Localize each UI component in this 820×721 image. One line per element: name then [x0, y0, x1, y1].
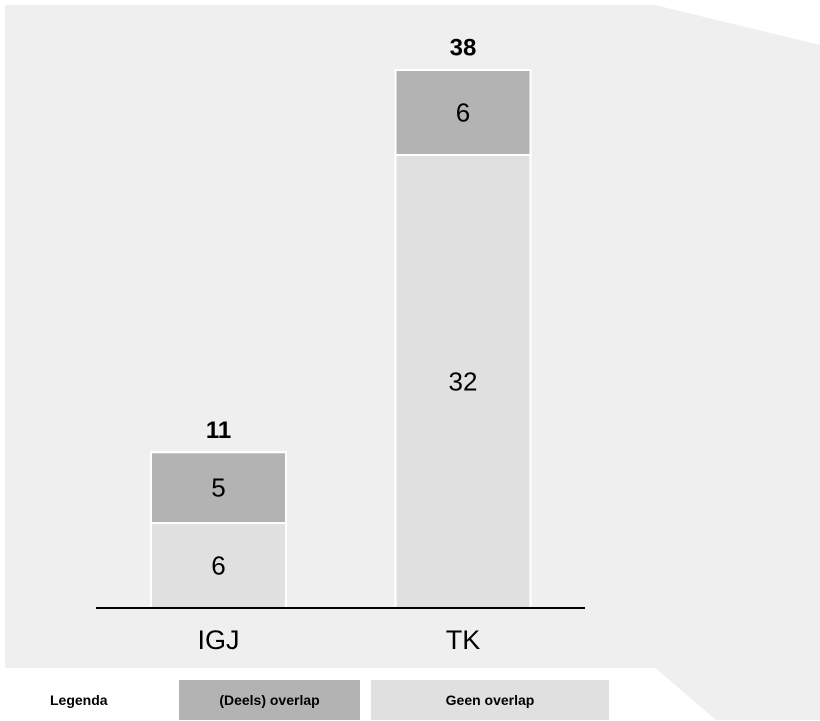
- segment-label-tk-deels-overlap: 6: [456, 97, 470, 127]
- bars-layer: [150, 69, 532, 610]
- labels-layer: 6 5 11 IGJ 32 6 38 TK: [197, 35, 480, 656]
- segment-label-igj-geen-overlap: 6: [211, 551, 225, 581]
- bar-segment-tk-geen-overlap: [394, 153, 532, 610]
- legend-item-deels-overlap: (Deels) overlap: [179, 680, 360, 720]
- category-label-tk: TK: [446, 625, 481, 655]
- bar-segment-igj-deels-overlap: [150, 451, 287, 525]
- total-label-tk: 38: [450, 35, 477, 62]
- category-label-igj: IGJ: [197, 625, 239, 655]
- segment-label-igj-deels-overlap: 5: [211, 473, 225, 503]
- bar-segment-tk-deels-overlap: [394, 69, 532, 156]
- legend-title: Legenda: [50, 692, 108, 708]
- legend: Legenda (Deels) overlap Geen overlap: [0, 680, 820, 720]
- bar-segment-igj-geen-overlap: [150, 522, 287, 609]
- total-label-igj: 11: [206, 417, 231, 444]
- segment-label-tk-geen-overlap: 32: [449, 366, 478, 396]
- legend-item-geen-overlap: Geen overlap: [371, 680, 609, 720]
